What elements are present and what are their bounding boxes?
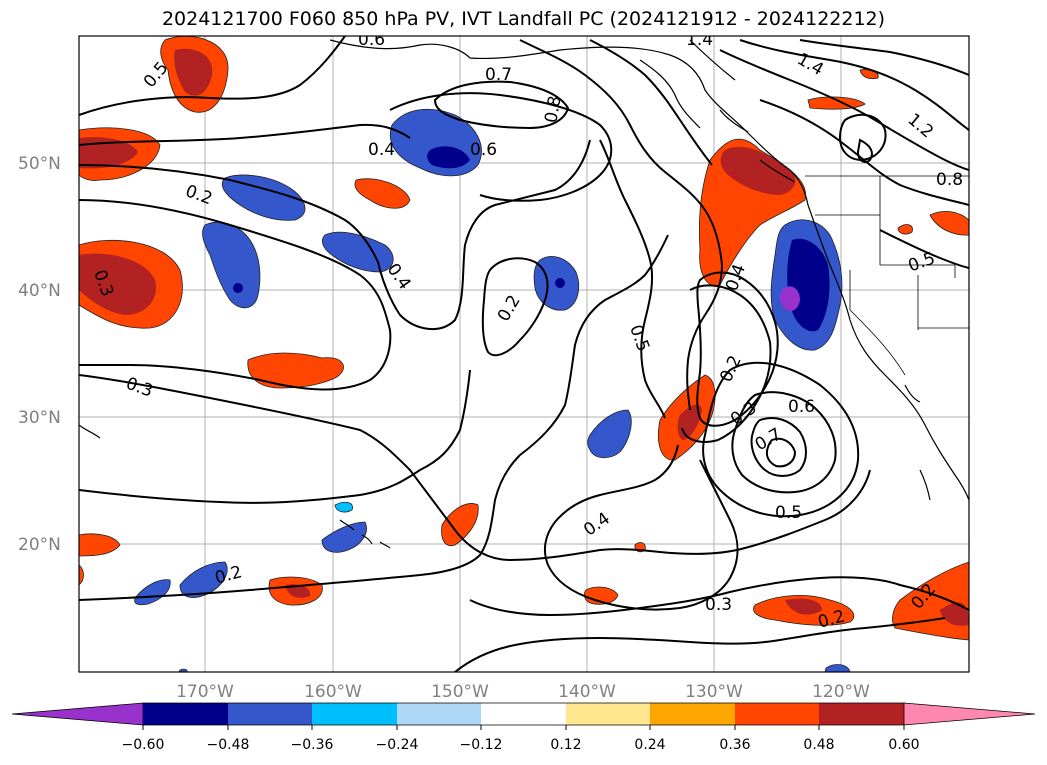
lon-label: 140°W [558,682,616,702]
contour-label: 0.6 [788,397,815,417]
colorbar-tick-label: −0.36 [291,737,334,753]
contour-label: 1.4 [686,30,713,50]
lon-label: 170°W [176,682,234,702]
colorbar-segment [650,703,735,725]
state-borders [805,175,969,376]
cool-blob-170w-18n [179,561,228,598]
pv-contours [79,36,969,672]
contour-label: 0.7 [485,65,512,85]
colorbar-segment [819,703,904,725]
lon-label: 150°W [431,682,489,702]
colorbar-segment [566,703,650,725]
warm-blob-west-edge-20n [79,533,121,557]
longitude-labels: 170°W 160°W 150°W 140°W 130°W 120°W [176,682,870,702]
colorbar-segment [903,702,1036,726]
colorbar: −0.60 −0.48 −0.36 −0.24 −0.12 0.12 0.24 … [11,702,1036,753]
latitude-labels: 50°N 40°N 30°N 20°N [18,154,61,555]
lat-label: 20°N [18,535,61,555]
colorbar-tick-label: −0.12 [460,737,503,753]
colorbar-segment [11,702,144,726]
lat-label: 30°N [18,408,61,428]
contour-label: 0.3 [705,595,732,615]
colorbar-tick-label: −0.48 [207,737,250,753]
contour-label: 0.6 [358,30,385,50]
warm-blob-148w-22n [441,503,479,547]
lon-label: 160°W [304,682,362,702]
colorbar-segment [735,703,819,725]
lon-label: 130°W [685,682,743,702]
contour-label: 0.6 [470,140,497,160]
map-plot-area: 0.5 0.6 1.4 0.7 0.8 1.4 1.2 0.8 0.4 0.6 … [79,30,969,672]
contour-label: 0.5 [775,503,802,523]
cool-blob-140w-28n [587,409,632,459]
colorbar-segment [397,703,481,725]
cool-blob-hawaii [321,521,367,553]
colorbar-segment [228,703,312,725]
colorbar-segment [481,703,566,725]
lon-label: 120°W [812,682,870,702]
lat-label: 50°N [18,154,61,174]
colorbar-tick-label: 0.36 [719,737,750,753]
colorbar-tick-label: 0.48 [803,737,834,753]
colorbar-segment [312,703,397,725]
colorbar-segment [143,703,228,725]
cool-blob-170w-47n [221,174,306,221]
negative-anomaly-fills [134,108,851,672]
lat-label: 40°N [18,281,61,301]
cool-blob-172w-40n [202,221,261,309]
colorbar-tick-label: −0.60 [122,737,165,753]
positive-anomaly-fills [79,36,969,641]
map-frame [78,35,970,673]
colorbar-tick-label: 0.24 [634,737,665,753]
warm-blob-165w-35n [247,352,344,389]
contour-label: 0.4 [368,140,395,160]
contour-label: 0.8 [936,170,963,190]
coastlines [79,39,969,549]
contour-label: 0.8 [541,94,565,124]
colorbar-tick-label: 0.12 [550,737,581,753]
warm-blob-160w-48n [354,178,411,209]
map-title: 2024121700 F060 850 hPa PV, IVT Landfall… [161,8,886,30]
colorbar-tick-label: −0.24 [376,737,419,753]
colorbar-tick-label: 0.60 [888,737,919,753]
